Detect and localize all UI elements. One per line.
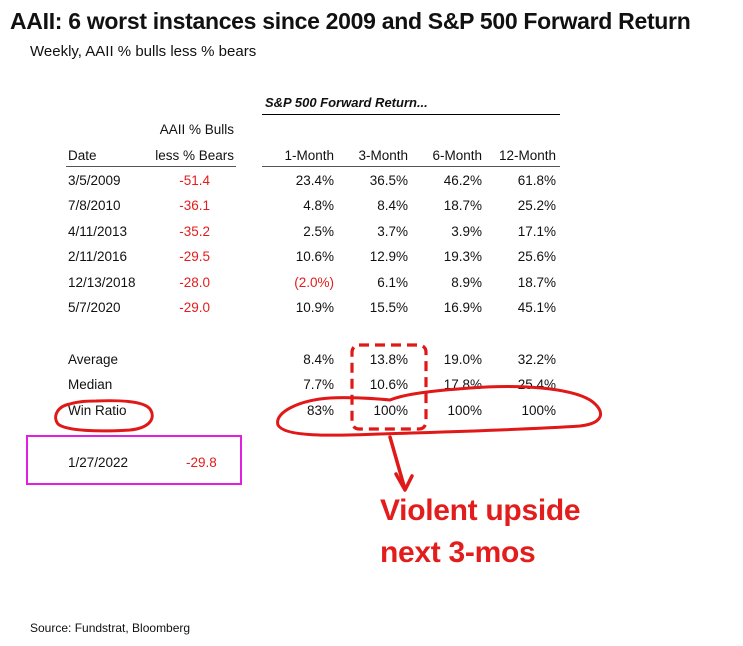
header-rule-date (66, 166, 170, 167)
callout-arrow-head (394, 472, 414, 492)
header-1-month: 1-Month (284, 148, 334, 163)
current-reading-highlight-box (26, 435, 242, 485)
win-ratio-circle (54, 399, 154, 433)
summary-average-3m: 13.8% (369, 352, 408, 367)
table-row-1m: 2.5% (303, 224, 334, 239)
table-row-12m: 25.6% (517, 249, 556, 264)
table-row-3m: 3.7% (377, 224, 408, 239)
table-row-12m: 25.2% (517, 198, 556, 213)
table-row-12m: 45.1% (517, 300, 556, 315)
source-note: Source: Fundstrat, Bloomberg (30, 621, 191, 635)
table-row-12m: 17.1% (517, 224, 556, 239)
table-row-3m: 8.4% (377, 198, 408, 213)
table-row-3m: 36.5% (369, 173, 408, 188)
header-rule-aaii (148, 166, 236, 167)
table-row-3m: 12.9% (369, 249, 408, 264)
table-row-1m: (2.0%) (294, 275, 334, 290)
header-12-month: 12-Month (498, 148, 556, 163)
table-row-aaii: -35.2 (179, 224, 210, 239)
table-row-date: 5/7/2020 (68, 300, 121, 315)
table-row-3m: 15.5% (369, 300, 408, 315)
summary-median-3m: 10.6% (369, 377, 408, 392)
header-date: Date (68, 148, 97, 163)
callout-line-1: Violent upside (380, 494, 581, 527)
table-row-12m: 18.7% (517, 275, 556, 290)
callout-line-2: next 3-mos (380, 536, 536, 569)
table-row-date: 12/13/2018 (68, 275, 136, 290)
table-row-1m: 4.8% (303, 198, 334, 213)
table-row-1m: 23.4% (295, 173, 334, 188)
win-ratio-values-loop (276, 385, 602, 437)
table-row-1m: 10.9% (295, 300, 334, 315)
summary-win-ratio-6m: 100% (447, 403, 482, 418)
header-6-month: 6-Month (432, 148, 482, 163)
table-row-6m: 16.9% (443, 300, 482, 315)
header-3-month: 3-Month (358, 148, 408, 163)
table-row-6m: 19.3% (443, 249, 482, 264)
summary-win-ratio-1m: 83% (306, 403, 334, 418)
current-reading-date: 1/27/2022 (68, 455, 129, 470)
table-row-3m: 6.1% (377, 275, 408, 290)
summary-average-label: Average (68, 352, 119, 367)
summary-win-ratio-3m: 100% (373, 403, 408, 418)
table-row-date: 2/11/2016 (68, 249, 128, 264)
callout-arrow-line (388, 435, 406, 488)
summary-average-6m: 19.0% (443, 352, 482, 367)
table-row-6m: 8.9% (451, 275, 482, 290)
three-month-dashed-box (350, 343, 428, 431)
summary-average-12m: 32.2% (517, 352, 556, 367)
chart-title: AAII: 6 worst instances since 2009 and S… (10, 8, 691, 34)
table-row-6m: 3.9% (451, 224, 482, 239)
header-aaii: less % Bears (155, 148, 234, 163)
table-row-aaii: -28.0 (179, 275, 210, 290)
table-row-date: 7/8/2010 (68, 198, 121, 213)
summary-win-ratio-12m: 100% (521, 403, 556, 418)
summary-average-1m: 8.4% (303, 352, 334, 367)
current-reading-value: -29.8 (186, 455, 217, 470)
summary-median-label: Median (68, 377, 113, 392)
summary-median-1m: 7.7% (303, 377, 334, 392)
table-row-date: 4/11/2013 (68, 224, 128, 239)
table-row-6m: 46.2% (443, 173, 482, 188)
chart-subtitle: Weekly, AAII % bulls less % bears (30, 43, 257, 60)
table-row-aaii: -29.5 (179, 249, 210, 264)
summary-win-ratio-label: Win Ratio (68, 403, 127, 418)
table-row-6m: 18.7% (443, 198, 482, 213)
table-row-1m: 10.6% (295, 249, 334, 264)
group-header-rule (262, 114, 560, 115)
table-row-aaii: -51.4 (179, 173, 210, 188)
table-row-aaii: -36.1 (179, 198, 210, 213)
aaii-header-line1: AAII % Bulls (159, 122, 234, 137)
table-row-aaii: -29.0 (179, 300, 210, 315)
table-row-date: 3/5/2009 (68, 173, 121, 188)
forward-return-group-header: S&P 500 Forward Return... (265, 95, 428, 110)
header-rule-returns (262, 166, 560, 167)
table-row-12m: 61.8% (517, 173, 556, 188)
